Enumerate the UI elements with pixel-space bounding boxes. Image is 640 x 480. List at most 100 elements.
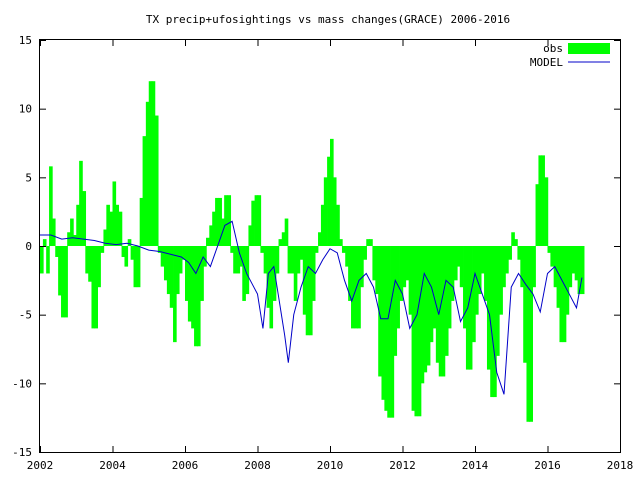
obs-bar bbox=[178, 246, 183, 274]
obs-bar bbox=[486, 246, 491, 370]
obs-bar bbox=[169, 246, 174, 308]
axis-ticks bbox=[40, 40, 621, 453]
obs-bar bbox=[459, 246, 464, 288]
x-tick-label: 2002 bbox=[27, 459, 54, 472]
obs-bar bbox=[396, 246, 400, 329]
obs-bar bbox=[411, 246, 416, 411]
obs-bar bbox=[438, 246, 443, 377]
obs-bar bbox=[185, 246, 189, 301]
y-tick-label: -15 bbox=[12, 446, 32, 459]
obs-bar bbox=[574, 246, 579, 281]
obs-bar bbox=[200, 246, 204, 301]
obs-bar bbox=[508, 246, 512, 260]
obs-bar bbox=[275, 246, 280, 274]
obs-bar bbox=[148, 81, 153, 246]
obs-bar bbox=[481, 246, 485, 274]
obs-bar bbox=[541, 155, 545, 246]
obs-bar bbox=[314, 246, 319, 253]
obs-bar bbox=[538, 155, 543, 246]
obs-bar bbox=[263, 246, 268, 274]
obs-bar bbox=[145, 101, 150, 246]
obs-bar bbox=[233, 246, 237, 274]
obs-bar bbox=[553, 246, 558, 288]
obs-bar bbox=[157, 246, 162, 253]
obs-bar bbox=[163, 246, 168, 281]
obs-bar bbox=[254, 195, 259, 246]
obs-bar bbox=[490, 246, 494, 398]
obs-bar bbox=[130, 246, 135, 260]
obs-bar bbox=[357, 246, 361, 329]
obs-bar bbox=[484, 246, 488, 301]
obs-bar bbox=[363, 246, 367, 260]
obs-bar bbox=[109, 211, 114, 246]
obs-bar bbox=[227, 195, 232, 246]
legend-label-obs: obs bbox=[543, 42, 563, 55]
obs-bar bbox=[46, 246, 50, 274]
obs-bar bbox=[82, 191, 87, 246]
obs-bar bbox=[384, 246, 388, 411]
obs-bar bbox=[173, 246, 177, 343]
x-tick-label: 2004 bbox=[99, 459, 126, 472]
obs-bar bbox=[456, 246, 461, 267]
obs-bar bbox=[194, 246, 198, 347]
obs-bar bbox=[532, 246, 536, 288]
obs-bar bbox=[40, 246, 44, 274]
y-tick-label: -5 bbox=[19, 309, 32, 322]
obs-bar bbox=[550, 246, 555, 267]
obs-bar bbox=[248, 225, 253, 246]
obs-bar bbox=[221, 218, 225, 246]
obs-bar bbox=[444, 246, 449, 356]
obs-bar bbox=[218, 197, 222, 246]
obs-bar bbox=[67, 232, 71, 246]
obs-bar bbox=[390, 246, 395, 418]
obs-bar bbox=[517, 246, 522, 260]
obs-bar bbox=[191, 246, 195, 329]
obs-bar bbox=[236, 246, 241, 274]
obs-bars bbox=[40, 81, 585, 422]
obs-bar bbox=[520, 246, 524, 288]
obs-bar bbox=[196, 246, 201, 347]
legend-swatch-obs bbox=[568, 43, 610, 54]
obs-bar bbox=[423, 246, 428, 373]
obs-bar bbox=[281, 232, 286, 246]
obs-bar bbox=[399, 246, 404, 301]
obs-bar bbox=[251, 200, 255, 246]
obs-bar bbox=[118, 211, 123, 246]
obs-bar bbox=[568, 246, 573, 288]
x-tick-label: 2006 bbox=[172, 459, 199, 472]
obs-bar bbox=[336, 204, 340, 246]
obs-bar bbox=[103, 229, 108, 246]
obs-bar bbox=[369, 239, 373, 246]
obs-bar bbox=[91, 246, 96, 329]
obs-bar bbox=[571, 246, 576, 274]
obs-bar bbox=[496, 246, 500, 356]
obs-bar bbox=[351, 246, 355, 329]
obs-bar bbox=[441, 246, 446, 377]
obs-bar bbox=[514, 239, 518, 246]
axis-tick-labels: 2002 2004 2006 2008 2010 2012 2014 2016 2018 -15 -… bbox=[12, 34, 633, 472]
obs-bar bbox=[435, 246, 440, 363]
obs-bar bbox=[215, 197, 219, 246]
obs-bar bbox=[209, 225, 213, 246]
chart-title: TX precip+ufosightings vs mass changes(G… bbox=[146, 13, 510, 26]
x-tick-label: 2010 bbox=[317, 459, 344, 472]
obs-bar bbox=[381, 246, 386, 400]
obs-bar bbox=[302, 246, 307, 315]
obs-bar bbox=[242, 246, 246, 301]
model-series-line bbox=[40, 220, 583, 395]
obs-bar bbox=[547, 246, 552, 253]
obs-bar bbox=[127, 239, 132, 246]
obs-bar bbox=[378, 246, 382, 377]
obs-bar bbox=[375, 246, 379, 295]
obs-bar bbox=[293, 246, 298, 301]
obs-bar bbox=[97, 246, 101, 288]
obs-bar bbox=[100, 246, 105, 253]
obs-bar bbox=[345, 246, 349, 267]
obs-bar bbox=[499, 246, 503, 315]
legend-label-model: MODEL bbox=[530, 56, 563, 69]
obs-bar bbox=[529, 246, 533, 422]
x-tick-label: 2012 bbox=[389, 459, 416, 472]
obs-bar bbox=[115, 204, 120, 246]
obs-bar bbox=[535, 184, 540, 246]
y-tick-label: 0 bbox=[25, 240, 32, 253]
